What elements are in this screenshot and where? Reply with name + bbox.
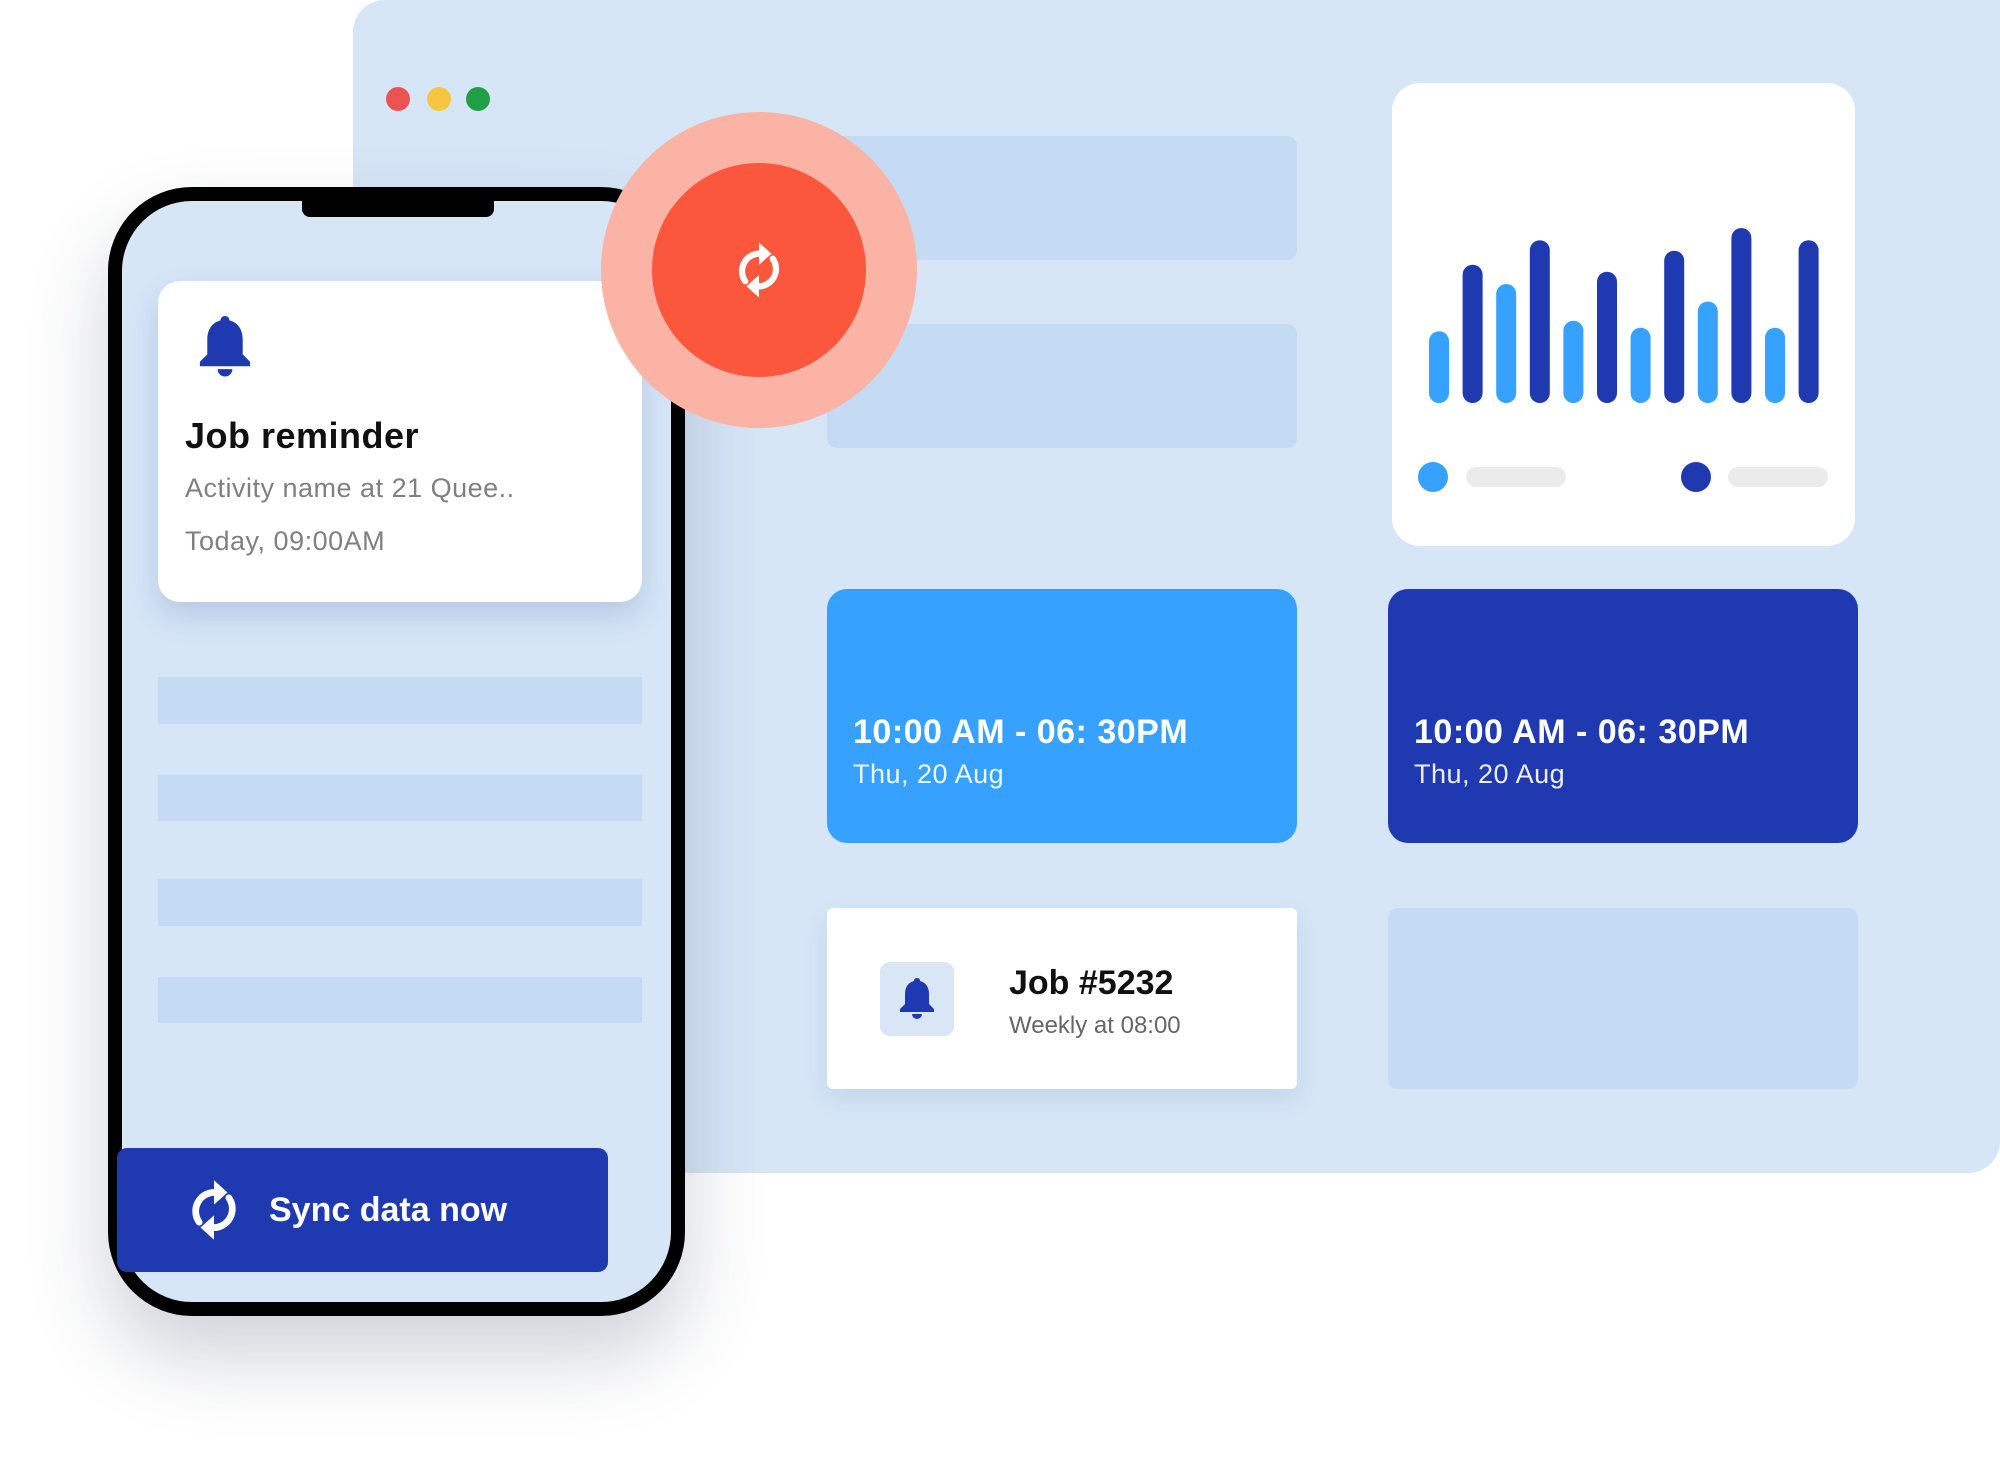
list-placeholder: [158, 677, 642, 724]
bell-icon: [194, 313, 256, 386]
chart-bar: [1765, 327, 1785, 403]
sync-badge-button[interactable]: [652, 163, 866, 377]
chart-bar: [1429, 331, 1449, 403]
list-placeholder: [158, 775, 642, 821]
window-close-button[interactable]: [386, 87, 410, 111]
schedule-time: 10:00 AM - 06: 30PM: [853, 713, 1189, 751]
list-placeholder: [158, 977, 642, 1023]
bar-chart: [1429, 228, 1819, 403]
bell-icon: [880, 962, 954, 1036]
chart-bar: [1798, 240, 1819, 403]
sync-data-label: Sync data now: [269, 1190, 508, 1229]
chart-bar: [1563, 320, 1584, 403]
legend-dot-dark: [1681, 462, 1711, 492]
schedule-card-dark[interactable]: 10:00 AM - 06: 30PM Thu, 20 Aug: [1388, 589, 1858, 843]
notification-card[interactable]: Job reminder Activity name at 21 Quee.. …: [158, 281, 642, 602]
job-title: Job #5232: [1009, 964, 1174, 1002]
chart-bar: [1496, 284, 1517, 403]
schedule-time: 10:00 AM - 06: 30PM: [1414, 713, 1750, 751]
schedule-card-light[interactable]: 10:00 AM - 06: 30PM Thu, 20 Aug: [827, 589, 1297, 843]
notification-title: Job reminder: [185, 415, 420, 456]
notification-description: Activity name at 21 Quee..: [185, 473, 515, 503]
chart-bar: [1697, 301, 1718, 403]
window-minimize-button[interactable]: [427, 87, 451, 111]
sync-data-button[interactable]: Sync data now: [117, 1148, 608, 1272]
chart-bar: [1462, 264, 1483, 403]
placeholder-block: [827, 324, 1297, 448]
notification-time: Today, 09:00AM: [185, 526, 386, 556]
chart-bar: [1597, 271, 1617, 403]
placeholder-block: [1388, 908, 1858, 1089]
window-maximize-button[interactable]: [466, 87, 490, 111]
job-subtitle: Weekly at 08:00: [1009, 1012, 1181, 1039]
schedule-date: Thu, 20 Aug: [853, 759, 1005, 789]
sync-icon: [734, 237, 784, 303]
sync-icon: [187, 1176, 241, 1244]
list-placeholder: [158, 879, 642, 926]
chart-bar: [1630, 327, 1651, 403]
schedule-date: Thu, 20 Aug: [1414, 759, 1566, 789]
chart-bar: [1664, 250, 1685, 403]
chart-bar: [1731, 228, 1752, 403]
job-card[interactable]: Job #5232 Weekly at 08:00: [827, 908, 1297, 1089]
chart-bar: [1529, 240, 1550, 403]
legend-dot-light: [1418, 462, 1448, 492]
phone-notch: [302, 198, 494, 217]
legend-label-placeholder: [1466, 467, 1566, 487]
legend-label-placeholder: [1728, 467, 1828, 487]
